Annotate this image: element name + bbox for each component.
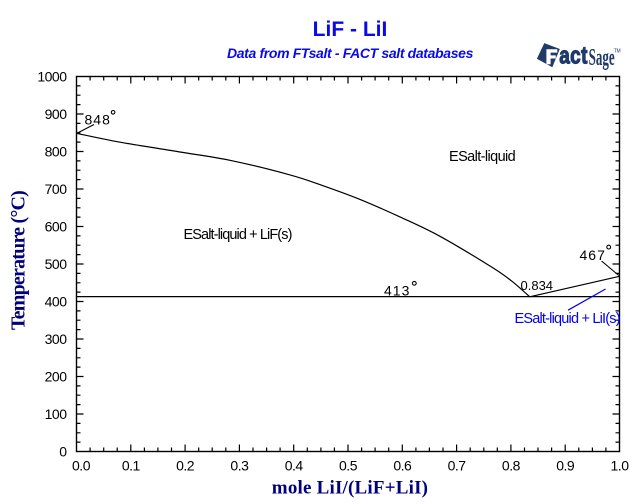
svg-text:0: 0 (59, 444, 67, 460)
svg-text:0.1: 0.1 (122, 457, 141, 473)
svg-text:413: 413 (384, 283, 410, 299)
svg-text:800: 800 (45, 144, 68, 160)
svg-text:0.6: 0.6 (393, 457, 412, 473)
svg-text:400: 400 (45, 294, 68, 310)
svg-text:act: act (559, 41, 588, 69)
svg-text:467: 467 (580, 247, 606, 263)
svg-text:0.7: 0.7 (448, 457, 467, 473)
svg-text:mole LiI/(LiF+LiI): mole LiI/(LiF+LiI) (272, 478, 428, 499)
svg-text:900: 900 (45, 106, 68, 122)
svg-text:0.3: 0.3 (230, 457, 249, 473)
svg-text:LiF - LiI: LiF - LiI (313, 18, 388, 41)
svg-text:0.8: 0.8 (502, 457, 521, 473)
svg-text:0.2: 0.2 (176, 457, 195, 473)
svg-text:0.0: 0.0 (72, 457, 91, 473)
svg-text:ESalt-liquid + LiI(s): ESalt-liquid + LiI(s) (515, 311, 620, 327)
svg-text:0.5: 0.5 (339, 457, 358, 473)
svg-text:TM: TM (614, 49, 621, 55)
svg-text:500: 500 (45, 256, 68, 272)
svg-text:ESalt-liquid: ESalt-liquid (449, 149, 516, 165)
svg-text:0.834: 0.834 (521, 278, 554, 293)
svg-text:300: 300 (45, 331, 68, 347)
svg-text:0.9: 0.9 (556, 457, 575, 473)
svg-text:600: 600 (45, 219, 68, 235)
svg-text:700: 700 (45, 181, 68, 197)
svg-text:Temperature (°C): Temperature (°C) (8, 191, 30, 330)
svg-text:Data from FTsalt - FACT salt d: Data from FTsalt - FACT salt databases (227, 45, 474, 61)
svg-text:ESalt-liquid + LiF(s): ESalt-liquid + LiF(s) (184, 227, 292, 243)
svg-text:200: 200 (45, 369, 68, 385)
svg-text:848: 848 (85, 111, 111, 127)
svg-text:1.0: 1.0 (611, 457, 630, 473)
svg-text:Sage: Sage (589, 45, 615, 71)
svg-text:1000: 1000 (37, 69, 67, 85)
svg-text:100: 100 (45, 406, 68, 422)
svg-text:0.4: 0.4 (285, 457, 304, 473)
